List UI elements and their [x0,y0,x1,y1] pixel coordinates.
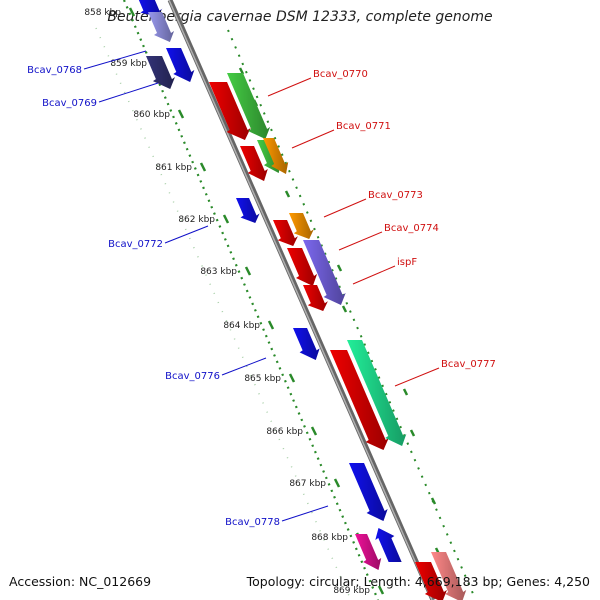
outer-dash [409,429,416,437]
gene-block[interactable] [148,12,175,42]
gene-label[interactable]: Bcav_0777 [441,359,496,370]
label-leader-line [221,357,267,376]
gene-block[interactable] [293,328,320,360]
gene-label[interactable]: Bcav_0776 [165,371,220,382]
gene-block[interactable] [240,146,268,181]
tick-mark [177,109,185,119]
outer-dash [402,388,409,396]
tick-mark [377,585,385,595]
tick-label: 866 kbp [266,427,303,437]
tick-label: 863 kbp [200,267,237,277]
tick-label: 865 kbp [244,374,281,384]
genome-backbone-highlight [168,0,433,600]
tick-label: 862 kbp [178,215,215,225]
tick-label: 864 kbp [223,321,260,331]
label-leader-line [291,129,335,149]
label-leader-line [338,231,383,251]
label-leader-line [352,265,396,285]
tick-label: 869 kbp [333,586,370,596]
gene-label[interactable]: Bcav_0773 [368,190,423,201]
gene-block[interactable] [431,552,467,600]
gene-block[interactable] [227,73,271,139]
accession-text: Accession: NC_012669 [9,574,152,589]
gene-block[interactable] [375,528,402,562]
label-leader-line [98,82,159,103]
gene-block[interactable] [347,340,407,446]
gene-label[interactable]: Bcav_0768 [27,65,82,76]
genome-title: Beutenbergia cavernae DSM 12333, complet… [107,9,493,25]
gene-block[interactable] [330,350,389,450]
tick-label: 867 kbp [289,479,326,489]
label-leader-line [267,77,312,97]
tick-label: 868 kbp [311,533,348,543]
tick-mark [267,320,275,330]
outer-dotted-line [95,27,351,599]
outer-dash [284,190,291,198]
gene-label[interactable]: Bcav_0769 [42,98,97,109]
tick-mark [288,373,296,383]
tick-label: 861 kbp [155,163,192,173]
genome-summary-text: Topology: circular; Length: 4,669,183 bp… [246,574,590,589]
label-leader-line [281,505,329,522]
label-leader-line [394,367,440,387]
gene-block[interactable] [303,240,346,305]
gene-block[interactable] [263,138,289,174]
gene-block[interactable] [209,82,251,140]
outer-dash [341,305,348,313]
gene-block[interactable] [415,562,447,600]
label-leader-line [83,50,147,70]
tick-mark [244,266,252,276]
gene-block[interactable] [166,48,195,82]
label-leader-line [164,225,209,244]
gene-label[interactable]: Bcav_0770 [313,69,368,80]
gene-block[interactable] [289,213,314,239]
gene-label[interactable]: Bcav_0778 [225,517,280,528]
gene-label[interactable]: ispF [397,257,417,268]
tick-mark [199,162,207,172]
gene-block[interactable] [236,198,260,223]
label-leader-line [323,198,367,218]
tick-mark [310,426,318,436]
gene-block[interactable] [303,285,328,311]
gene-block[interactable] [355,534,382,570]
tick-mark [128,7,136,17]
outer-dash [430,497,437,505]
genome-backbone [167,0,436,600]
tick-label: 860 kbp [133,110,170,120]
tick-label: 858 kbp [84,8,121,18]
gene-label[interactable]: Bcav_0774 [384,223,439,234]
gene-block[interactable] [273,220,298,246]
tick-label: 859 kbp [110,59,147,69]
gene-block[interactable] [349,463,388,521]
outer-dash [336,264,343,272]
gene-label[interactable]: Bcav_0771 [336,121,391,132]
tick-mark [333,478,341,488]
outer-dotted-line [227,29,475,597]
gene-block[interactable] [287,248,318,286]
tick-mark [222,214,230,224]
gene-label[interactable]: Bcav_0772 [108,239,163,250]
gene-block[interactable] [146,56,175,89]
